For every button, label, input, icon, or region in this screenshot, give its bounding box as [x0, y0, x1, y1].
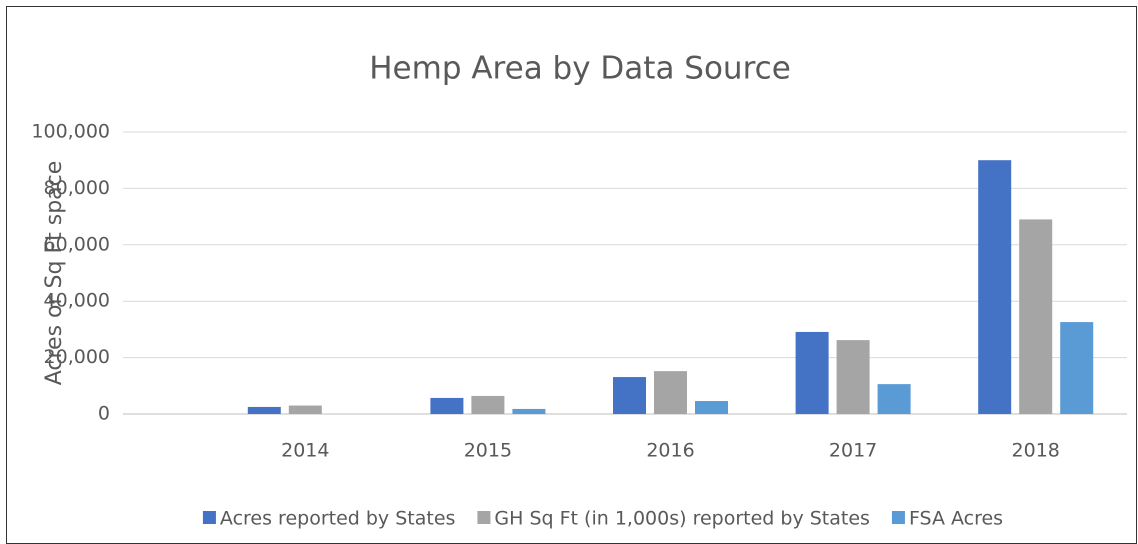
legend-label: FSA Acres — [909, 508, 1003, 530]
bar — [512, 408, 546, 414]
chart-title: Hemp Area by Data Source — [369, 51, 791, 87]
x-tick-label: 2015 — [464, 440, 512, 462]
bar — [695, 401, 728, 414]
bar — [1060, 322, 1094, 414]
legend-swatch — [202, 511, 216, 524]
bar — [471, 395, 505, 414]
y-tick-label: 0 — [98, 403, 110, 425]
legend-swatch — [477, 511, 491, 524]
bar — [978, 160, 1012, 414]
y-tick-label: 100,000 — [31, 121, 110, 143]
y-tick-label: 40,000 — [44, 290, 110, 312]
bar — [247, 406, 281, 414]
bar — [795, 331, 829, 414]
x-tick-label: 2018 — [1012, 440, 1060, 462]
y-tick-label: 60,000 — [44, 233, 110, 255]
bar — [1019, 219, 1053, 414]
y-tick-label: 20,000 — [44, 346, 110, 368]
bar — [288, 405, 322, 414]
bar — [877, 384, 911, 414]
legend-label: Acres reported by States — [220, 508, 456, 530]
legend-swatch — [891, 511, 905, 524]
bar — [613, 377, 646, 414]
bar — [836, 340, 870, 414]
x-tick-label: 2014 — [281, 440, 329, 462]
y-tick-label: 80,000 — [44, 177, 110, 199]
bar — [430, 397, 464, 414]
x-tick-label: 2016 — [646, 440, 694, 462]
bar — [654, 371, 687, 414]
chart-border — [6, 6, 1137, 544]
x-tick-label: 2017 — [829, 440, 877, 462]
legend-label: GH Sq Ft (in 1,000s) reported by States — [494, 508, 870, 530]
y-axis-label: Acres or Sq Ft space — [42, 161, 67, 386]
